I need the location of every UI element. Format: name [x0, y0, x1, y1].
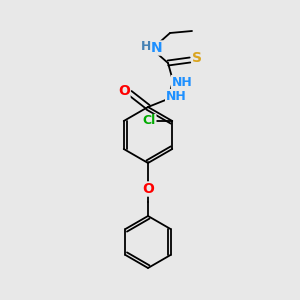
Text: O: O — [142, 182, 154, 196]
Text: Cl: Cl — [142, 115, 156, 128]
Text: NH: NH — [172, 76, 192, 88]
Text: N: N — [151, 41, 163, 55]
Text: O: O — [118, 84, 130, 98]
Text: NH: NH — [166, 89, 186, 103]
Text: S: S — [192, 51, 202, 65]
Text: H: H — [141, 40, 151, 53]
